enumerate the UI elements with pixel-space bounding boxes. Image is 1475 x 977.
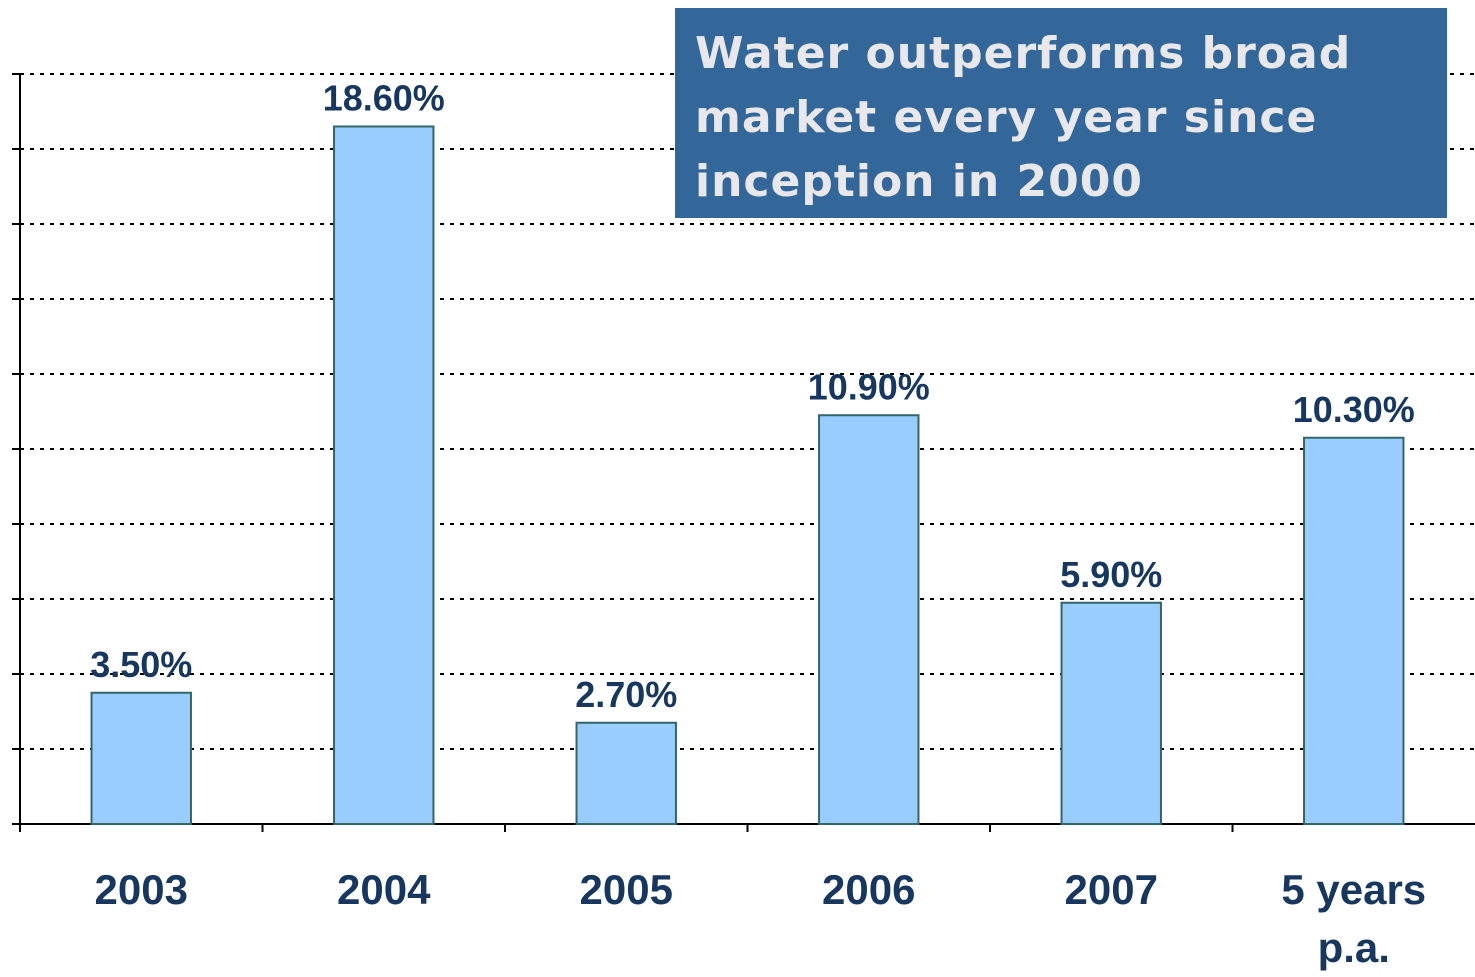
bar — [90, 691, 192, 825]
x-tick-label: 5 years p.a. — [1281, 866, 1427, 971]
x-tick-label: 2003 — [94, 866, 188, 913]
value-label: 10.90% — [808, 366, 930, 407]
bar — [333, 125, 435, 825]
x-tick-label: 2005 — [579, 866, 673, 913]
bar — [575, 721, 677, 825]
chart-title: Water outperforms broad market every yea… — [675, 8, 1447, 218]
value-label: 5.90% — [1060, 554, 1162, 595]
value-label: 3.50% — [90, 644, 192, 685]
bar — [818, 414, 920, 825]
x-tick-label: 2004 — [337, 866, 431, 913]
value-label: 18.60% — [323, 78, 445, 119]
bar — [1303, 436, 1405, 825]
x-tick-label: 2006 — [822, 866, 916, 913]
value-label: 2.70% — [575, 674, 677, 715]
bar — [1060, 601, 1162, 825]
x-tick-label: 2007 — [1064, 866, 1158, 913]
value-label: 10.30% — [1293, 389, 1415, 430]
